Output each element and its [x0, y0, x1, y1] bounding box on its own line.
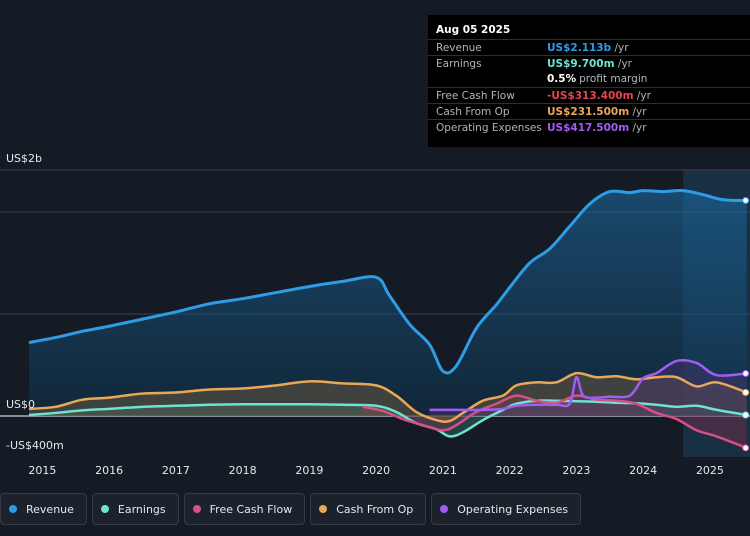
x-tick-labels: 2015 2016 2017 2018 2019 2020 2021 2022 2023 2024…	[28, 464, 724, 477]
line-operating-expenses	[429, 358, 747, 412]
x-tick-label: 2020	[362, 464, 390, 477]
endpoint-revenue	[742, 196, 750, 204]
area-revenue	[29, 190, 747, 416]
x-tick-label: 2024	[629, 464, 657, 477]
x-tick-label: 2018	[229, 464, 257, 477]
endpoint-free-cash-flow	[742, 444, 750, 452]
y-label-bottom: -US$400m	[6, 439, 64, 452]
tooltip-row-earnings: Earnings US$9.700m /yr	[428, 55, 750, 72]
tooltip-row-margin: 0.5% profit margin	[428, 71, 750, 87]
line-revenue	[28, 188, 747, 375]
tooltip-label: Free Cash Flow	[436, 90, 515, 102]
tooltip-value: -US$313.400m /yr	[547, 90, 651, 102]
x-tick-label: 2019	[295, 464, 323, 477]
legend-dot-icon	[192, 505, 201, 513]
legend-label: Operating Expenses	[457, 502, 569, 516]
hover-tooltip: Aug 05 2025 Revenue US$2.113b /yr Earnin…	[428, 15, 750, 147]
x-tick-label: 2016	[95, 464, 123, 477]
legend-label: Earnings	[117, 502, 166, 516]
tooltip-label: Cash From Op	[436, 106, 510, 118]
legend-dot-icon	[440, 505, 449, 513]
legend-item-free-cash-flow[interactable]: Free Cash Flow	[183, 493, 306, 525]
legend-item-revenue[interactable]: Revenue	[0, 493, 87, 525]
x-tick-label: 2015	[28, 464, 56, 477]
legend-item-operating-expenses[interactable]: Operating Expenses	[431, 493, 582, 525]
legend-dot-icon	[9, 505, 17, 513]
area-operating-expenses	[429, 360, 747, 416]
tooltip-margin: 0.5% profit margin	[547, 73, 648, 85]
tooltip-label: Earnings	[436, 58, 482, 70]
x-tick-label: 2017	[162, 464, 190, 477]
legend-label: Cash From Op	[336, 502, 414, 516]
legend-item-cash-from-op[interactable]: Cash From Op	[310, 493, 427, 525]
endpoint-earnings	[742, 411, 750, 419]
x-tick-label: 2025	[696, 464, 724, 477]
endpoint-operating-expenses	[742, 369, 750, 377]
legend-item-earnings[interactable]: Earnings	[91, 493, 179, 525]
tooltip-value: US$2.113b /yr	[547, 42, 629, 54]
series-endpoints	[742, 196, 750, 452]
tooltip-row-revenue: Revenue US$2.113b /yr	[428, 39, 750, 56]
area-cash-from-op	[29, 373, 747, 422]
legend: Revenue Earnings Free Cash Flow Cash Fro…	[0, 493, 582, 525]
tooltip-label: Operating Expenses	[436, 122, 542, 134]
tooltip-row-operating-expenses: Operating Expenses US$417.500m /yr	[428, 119, 750, 136]
legend-label: Free Cash Flow	[209, 502, 293, 516]
tooltip-value: US$231.500m /yr	[547, 106, 647, 118]
tooltip-row-cash-from-op: Cash From Op US$231.500m /yr	[428, 103, 750, 120]
tooltip-date: Aug 05 2025	[436, 24, 511, 36]
x-tick-label: 2022	[496, 464, 524, 477]
line-free-cash-flow	[362, 394, 748, 450]
legend-label: Revenue	[26, 502, 74, 516]
x-tick-label: 2021	[429, 464, 457, 477]
series-areas	[29, 190, 747, 448]
y-label-top: US$2b	[6, 152, 42, 165]
legend-dot-icon	[319, 505, 328, 513]
series-lines	[28, 188, 748, 450]
tooltip-row-free-cash-flow: Free Cash Flow -US$313.400m /yr	[428, 87, 750, 104]
y-label-zero: US$0	[6, 398, 35, 411]
legend-dot-icon	[100, 505, 109, 513]
endpoint-cash-from-op	[742, 388, 750, 396]
tooltip-label: Revenue	[436, 42, 482, 54]
tooltip-value: US$9.700m /yr	[547, 58, 632, 70]
x-tick-label: 2023	[562, 464, 590, 477]
tooltip-value: US$417.500m /yr	[547, 122, 647, 134]
line-cash-from-op	[28, 371, 748, 423]
